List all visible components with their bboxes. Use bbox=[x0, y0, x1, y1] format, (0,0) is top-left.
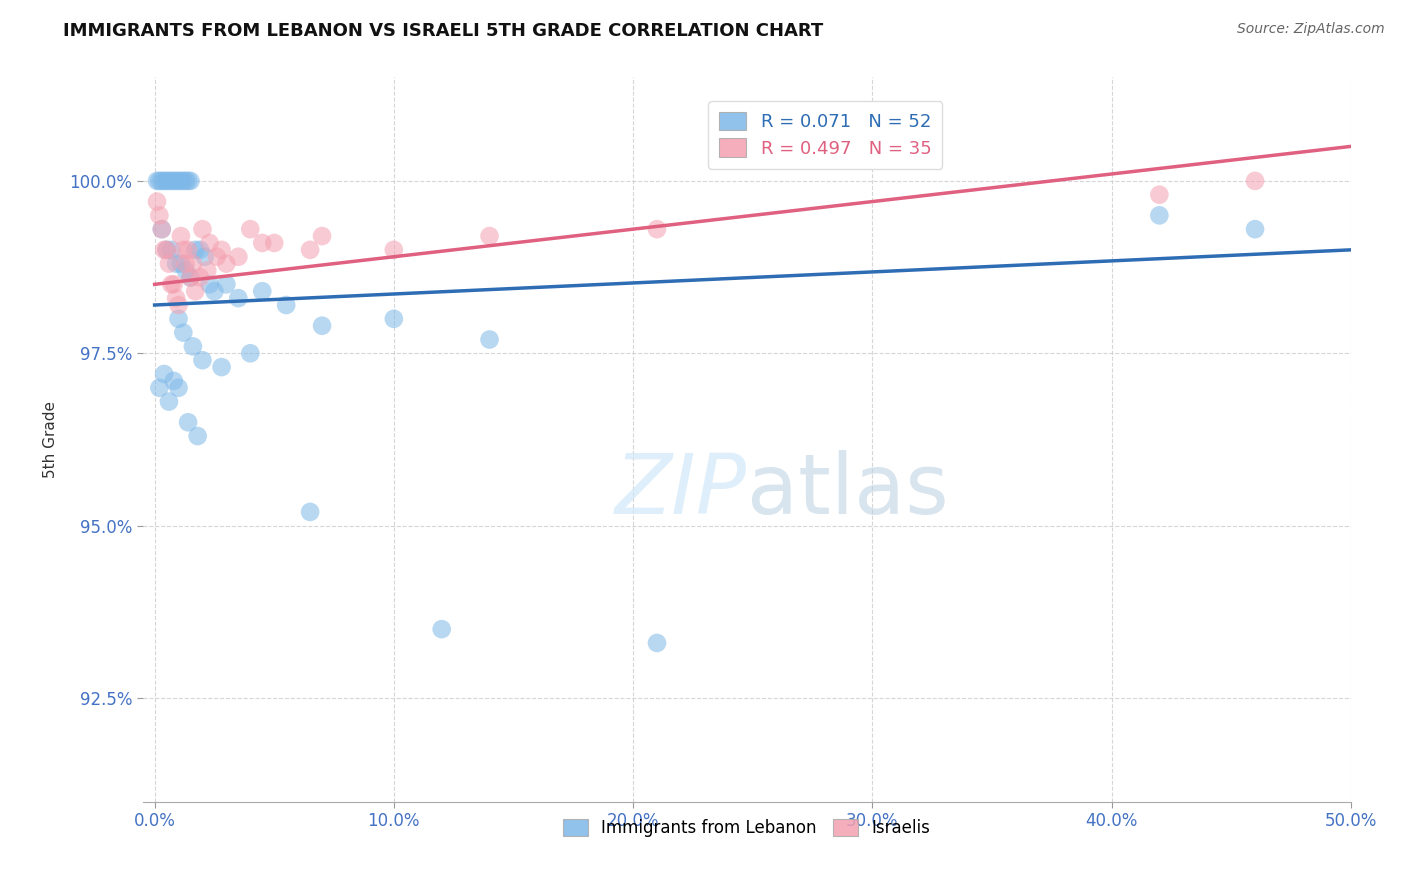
Text: atlas: atlas bbox=[747, 450, 949, 531]
Point bbox=[163, 374, 186, 388]
Point bbox=[167, 174, 190, 188]
Point bbox=[198, 235, 221, 250]
Point bbox=[172, 326, 194, 340]
Point bbox=[191, 222, 214, 236]
Point bbox=[174, 263, 197, 277]
Point bbox=[299, 505, 322, 519]
Point bbox=[170, 229, 193, 244]
Point bbox=[153, 174, 176, 188]
Point bbox=[263, 235, 285, 250]
Point bbox=[181, 339, 204, 353]
Point bbox=[157, 174, 180, 188]
Point bbox=[160, 243, 183, 257]
Point bbox=[430, 622, 453, 636]
Point bbox=[645, 636, 668, 650]
Point bbox=[160, 277, 183, 292]
Point bbox=[163, 174, 186, 188]
Point bbox=[150, 222, 173, 236]
Point bbox=[311, 229, 333, 244]
Point bbox=[194, 250, 217, 264]
Point bbox=[184, 243, 207, 257]
Point bbox=[165, 257, 187, 271]
Legend: Immigrants from Lebanon, Israelis: Immigrants from Lebanon, Israelis bbox=[557, 813, 938, 844]
Y-axis label: 5th Grade: 5th Grade bbox=[44, 401, 58, 478]
Point bbox=[170, 174, 193, 188]
Point bbox=[170, 257, 193, 271]
Point bbox=[163, 277, 186, 292]
Point bbox=[478, 229, 501, 244]
Point bbox=[157, 257, 180, 271]
Point bbox=[153, 367, 176, 381]
Point bbox=[181, 257, 204, 271]
Point bbox=[179, 174, 201, 188]
Point bbox=[252, 284, 274, 298]
Point bbox=[177, 174, 200, 188]
Point bbox=[215, 257, 238, 271]
Point bbox=[155, 174, 177, 188]
Point bbox=[187, 429, 209, 443]
Point bbox=[184, 284, 207, 298]
Point bbox=[179, 270, 201, 285]
Point bbox=[165, 174, 187, 188]
Point bbox=[146, 174, 169, 188]
Point bbox=[311, 318, 333, 333]
Point bbox=[1149, 208, 1171, 222]
Text: ZIP: ZIP bbox=[614, 450, 747, 531]
Point bbox=[150, 174, 173, 188]
Point bbox=[148, 208, 170, 222]
Point bbox=[239, 222, 262, 236]
Point bbox=[1244, 222, 1267, 236]
Point bbox=[188, 270, 211, 285]
Point bbox=[645, 222, 668, 236]
Point bbox=[239, 346, 262, 360]
Text: IMMIGRANTS FROM LEBANON VS ISRAELI 5TH GRADE CORRELATION CHART: IMMIGRANTS FROM LEBANON VS ISRAELI 5TH G… bbox=[63, 22, 824, 40]
Point bbox=[155, 243, 177, 257]
Point bbox=[382, 243, 405, 257]
Point bbox=[252, 235, 274, 250]
Point bbox=[204, 284, 226, 298]
Point bbox=[153, 243, 176, 257]
Text: Source: ZipAtlas.com: Source: ZipAtlas.com bbox=[1237, 22, 1385, 37]
Point bbox=[228, 250, 250, 264]
Point bbox=[211, 243, 233, 257]
Point bbox=[160, 174, 183, 188]
Point bbox=[228, 291, 250, 305]
Point bbox=[299, 243, 322, 257]
Point bbox=[146, 194, 169, 209]
Point bbox=[174, 257, 197, 271]
Point bbox=[174, 174, 197, 188]
Point bbox=[155, 243, 177, 257]
Point bbox=[205, 250, 228, 264]
Point bbox=[167, 381, 190, 395]
Point bbox=[167, 298, 190, 312]
Point bbox=[382, 311, 405, 326]
Point bbox=[148, 381, 170, 395]
Point bbox=[1244, 174, 1267, 188]
Point bbox=[276, 298, 298, 312]
Point bbox=[211, 360, 233, 375]
Point bbox=[167, 311, 190, 326]
Point bbox=[148, 174, 170, 188]
Point bbox=[188, 243, 211, 257]
Point bbox=[215, 277, 238, 292]
Point bbox=[150, 222, 173, 236]
Point bbox=[172, 243, 194, 257]
Point bbox=[177, 415, 200, 429]
Point bbox=[478, 333, 501, 347]
Point bbox=[172, 174, 194, 188]
Point bbox=[1149, 187, 1171, 202]
Point bbox=[165, 291, 187, 305]
Point bbox=[198, 277, 221, 292]
Point bbox=[195, 263, 218, 277]
Point bbox=[157, 394, 180, 409]
Point bbox=[177, 243, 200, 257]
Point bbox=[179, 270, 201, 285]
Point bbox=[191, 353, 214, 368]
